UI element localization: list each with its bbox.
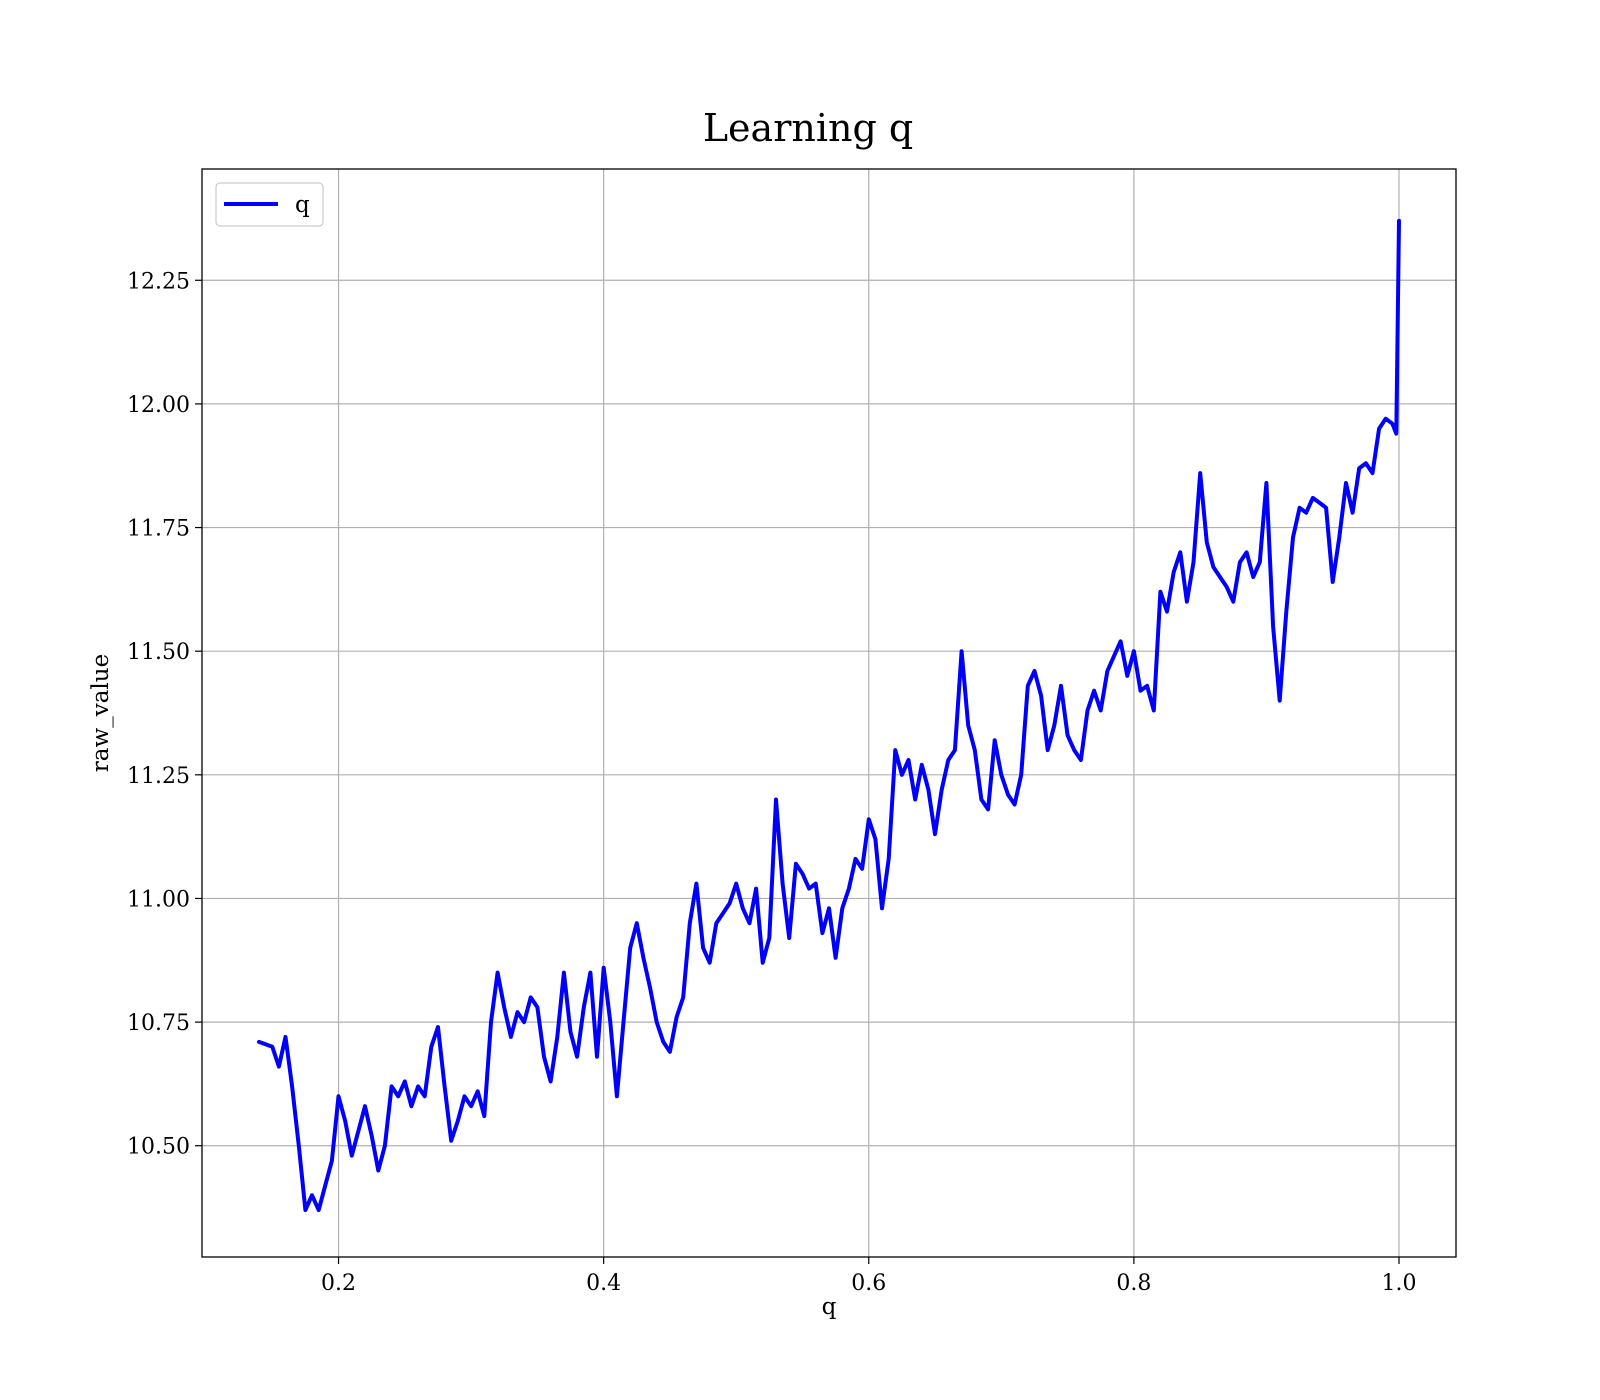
legend-label-q: q (295, 192, 310, 218)
x-tick-label: 0.8 (1116, 1271, 1151, 1296)
x-tick-label: 0.2 (321, 1271, 356, 1296)
grid (202, 169, 1456, 1257)
chart-title: Learning q (703, 106, 913, 150)
series-group (257, 218, 1401, 1212)
series-line-q (257, 218, 1401, 1212)
legend: q (215, 182, 324, 227)
y-tick-label: 11.00 (127, 887, 190, 912)
y-tick-label: 10.75 (127, 1011, 190, 1036)
y-tick-label: 12.25 (127, 269, 190, 294)
y-tick-label: 11.25 (127, 764, 190, 789)
y-tick-label: 10.50 (127, 1135, 190, 1160)
y-tick-label: 11.75 (127, 517, 190, 542)
x-tick-label: 0.4 (586, 1271, 621, 1296)
x-tick-label: 0.6 (851, 1271, 886, 1296)
x-axis-label: q (822, 1294, 837, 1320)
y-axis-label: raw_value (88, 654, 114, 772)
y-tick-label: 12.00 (127, 393, 190, 418)
y-tick-label: 11.50 (127, 640, 190, 665)
x-tick-label: 1.0 (1382, 1271, 1417, 1296)
plot-area-frame (201, 168, 1457, 1258)
axis-ticks: 0.2 0.4 0.6 0.8 1.0 10.50 10.75 11.00 11.25 11.50… (127, 269, 1416, 1296)
